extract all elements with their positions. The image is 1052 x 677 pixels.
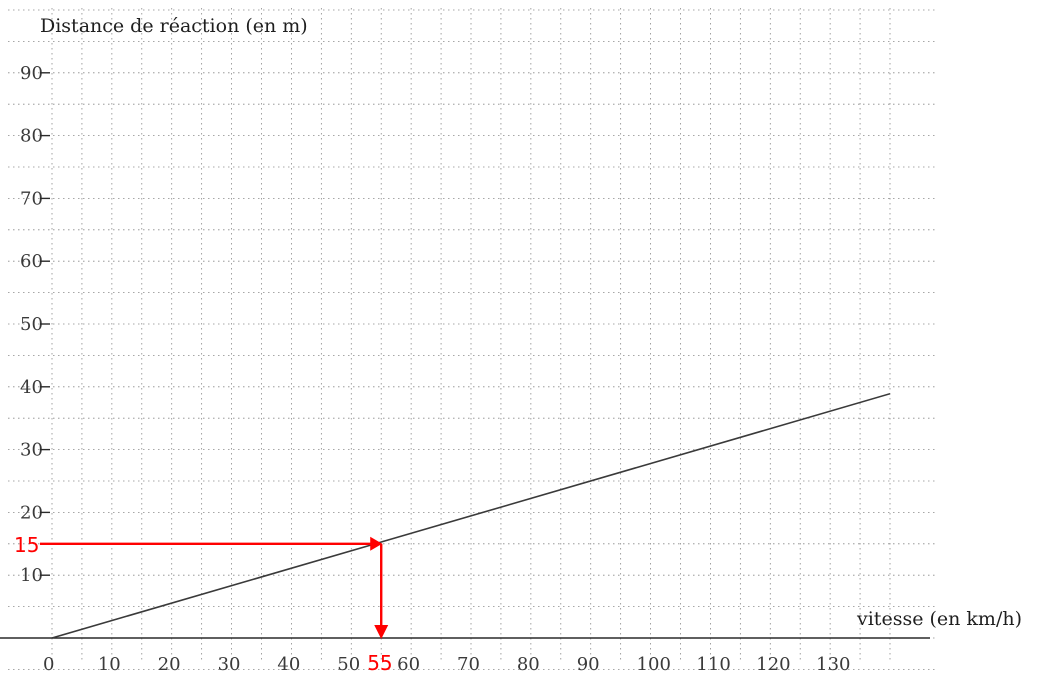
x-tick-labels: 0 10 20 30 40 50 60 70 80 90 100 110 120 130 [43, 654, 851, 675]
x-tick-label: 0 [43, 654, 54, 675]
y-tick-label: 10 [20, 565, 43, 586]
reading-y-label: 15 [14, 533, 39, 557]
y-tick-label: 40 [20, 377, 43, 398]
x-tick-label: 50 [337, 654, 360, 675]
y-tick-label: 30 [20, 440, 43, 461]
x-tick-label: 60 [397, 654, 420, 675]
reading-x-label: 55 [367, 651, 392, 675]
y-axis-title: Distance de réaction (en m) [40, 15, 308, 37]
x-tick-label: 10 [98, 654, 121, 675]
y-tick-label: 90 [20, 63, 43, 84]
series-line [51, 392, 891, 639]
y-tick-label: 50 [20, 314, 43, 335]
x-tick-label: 120 [756, 654, 790, 675]
x-tick-label: 20 [158, 654, 181, 675]
reading-vertical-arrowhead [374, 625, 389, 639]
x-tick-label: 70 [457, 654, 480, 675]
x-tick-label: 90 [577, 654, 600, 675]
y-tick-label: 80 [20, 126, 43, 147]
x-tick-label: 40 [277, 654, 300, 675]
x-tick-label: 80 [517, 654, 540, 675]
reading-horizontal-arrowhead [370, 536, 383, 551]
chart-grid [8, 8, 935, 670]
y-tick-label: 70 [20, 188, 43, 209]
x-tick-label: 100 [637, 654, 671, 675]
x-tick-label: 110 [696, 654, 730, 675]
y-tick-labels: 10 20 30 40 50 60 70 80 90 [20, 63, 50, 586]
y-tick-label: 60 [20, 251, 43, 272]
y-tick-label: 20 [20, 502, 43, 523]
x-axis-title: vitesse (en km/h) [856, 608, 1022, 630]
x-tick-label: 130 [816, 654, 850, 675]
chart-series [51, 392, 891, 639]
x-tick-label: 30 [218, 654, 241, 675]
